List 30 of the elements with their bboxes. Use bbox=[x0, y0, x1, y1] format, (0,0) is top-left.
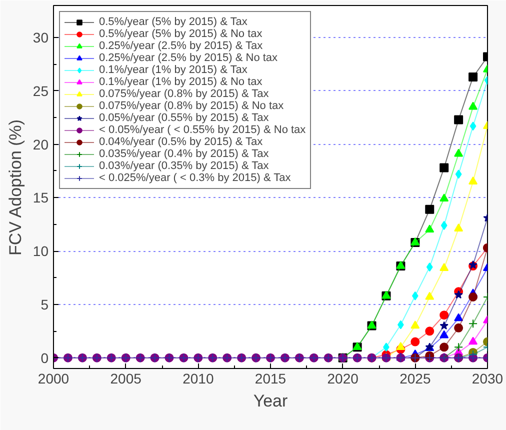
y-tick-label: 25 bbox=[32, 82, 49, 99]
x-tick-label: 2000 bbox=[38, 370, 70, 386]
y-axis-title: FCV Adoption (%) bbox=[6, 119, 25, 256]
legend-label: 0.1%/year (1% by 2015) & Tax bbox=[99, 64, 248, 76]
x-tick-label: 2030 bbox=[472, 370, 504, 386]
y-tick-label: 20 bbox=[32, 136, 49, 152]
legend-label: 0.25%/year (2.5% by 2015) & No tax bbox=[99, 52, 278, 64]
x-tick-label: 2025 bbox=[400, 370, 431, 386]
legend-label: < 0.05%/year ( < 0.55% by 2015) & No tax bbox=[99, 124, 306, 136]
legend-label: 0.25%/year (2.5% by 2015) & Tax bbox=[99, 40, 263, 52]
x-tick-label: 2020 bbox=[327, 370, 359, 386]
x-tick-label: 2015 bbox=[254, 370, 286, 386]
legend-label: 0.05%/year (0.55% by 2015) & Tax bbox=[99, 112, 269, 124]
y-tick-label: 0 bbox=[40, 350, 49, 366]
y-tick-label: 5 bbox=[40, 296, 49, 312]
y-tick-label: 15 bbox=[32, 190, 49, 206]
legend-label: < 0.025%/year ( < 0.3% by 2015) & Tax bbox=[99, 172, 291, 184]
legend-label: 0.5%/year (5% by 2015) & Tax bbox=[99, 16, 248, 28]
legend-label: 0.03%/year (0.35% by 2015) & Tax bbox=[99, 160, 269, 172]
x-axis-title: Year bbox=[253, 392, 288, 410]
legend-label: 0.5%/year (5% by 2015) & No tax bbox=[99, 28, 262, 40]
x-tick-label: 2005 bbox=[110, 370, 142, 386]
legend-label: 0.04%/year (0.5% by 2015) & Tax bbox=[99, 136, 263, 148]
x-tick-label: 2010 bbox=[182, 370, 214, 386]
legend-label: 0.075%/year (0.8% by 2015) & No tax bbox=[99, 100, 284, 112]
legend-label: 0.035%/year (0.4% by 2015) & Tax bbox=[99, 148, 269, 160]
y-tick-label: 10 bbox=[32, 243, 49, 260]
legend-label: 0.1%/year (1% by 2015) & No tax bbox=[99, 76, 262, 88]
legend-label: 0.075%/year (0.8% by 2015) & Tax bbox=[99, 88, 269, 100]
y-tick-label: 30 bbox=[32, 30, 49, 46]
